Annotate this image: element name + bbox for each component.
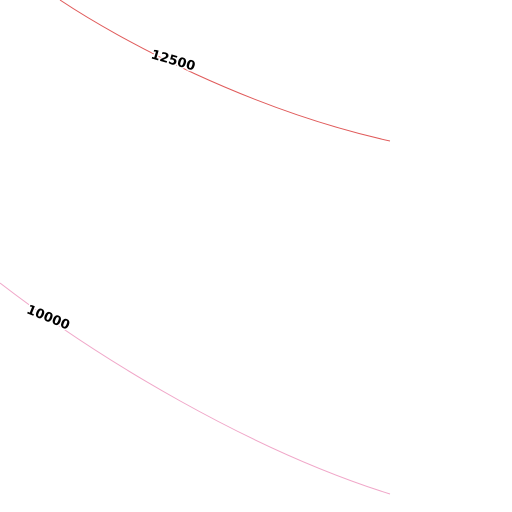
contour-line [59,0,391,142]
contour-line [0,282,391,495]
